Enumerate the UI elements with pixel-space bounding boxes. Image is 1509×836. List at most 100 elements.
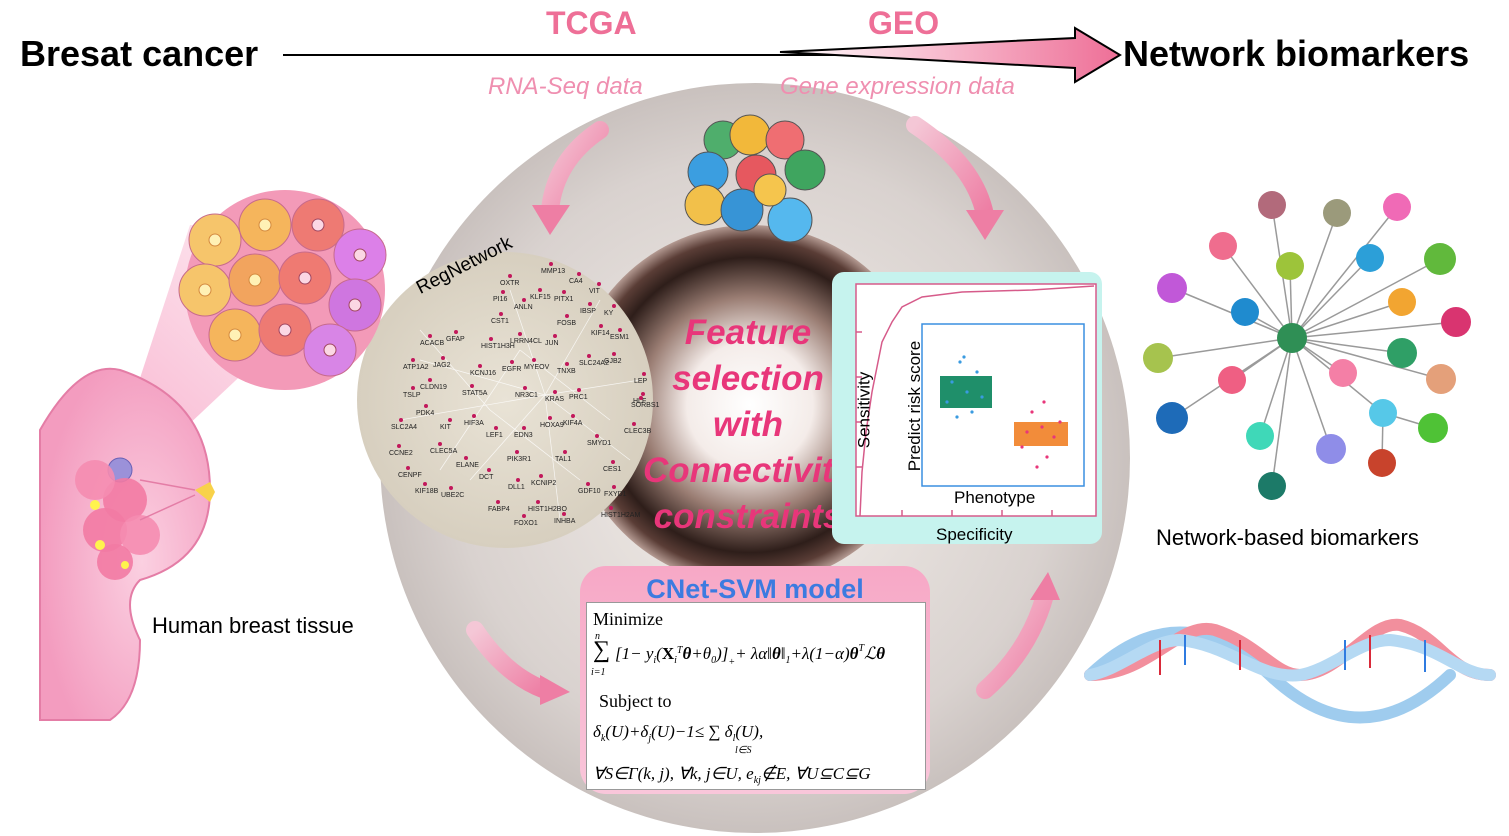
gene-node-dot: [639, 396, 643, 400]
gene-label: CCNE2: [389, 450, 413, 457]
gene-node-dot: [397, 444, 401, 448]
human-breast-tissue-label: Human breast tissue: [152, 613, 354, 638]
gene-node-dot: [478, 364, 482, 368]
svg-text:i=1: i=1: [591, 667, 606, 678]
gene-label: EGFR: [502, 366, 522, 373]
gene-label: PITX1: [554, 296, 574, 303]
feature-selection-text: Feature selection with Connectivity cons…: [628, 310, 868, 540]
gene-label: STAT5A: [462, 390, 488, 397]
svg-text:δk(U)+δj(U)−1≤ ∑ δl(U),: δk(U)+δj(U)−1≤ ∑ δl(U),: [593, 722, 763, 744]
gene-label: CLEC5A: [430, 448, 458, 455]
gene-node-dot: [438, 442, 442, 446]
gene-node-dot: [609, 506, 613, 510]
gene-label: PRC1: [569, 394, 588, 401]
gene-node-dot: [611, 460, 615, 464]
gene-node-dot: [641, 392, 645, 396]
gene-node-dot: [424, 404, 428, 408]
gene-node-dot: [588, 302, 592, 306]
gene-node-dot: [587, 354, 591, 358]
svg-text:∑: ∑: [593, 637, 610, 663]
svg-text:∀S∈Γ(k, j), ∀k, j∈U, ekj∉E, ∀U: ∀S∈Γ(k, j), ∀k, j∈U, ekj∉E, ∀U⊆C⊆G: [593, 764, 871, 786]
dna-helix: [1084, 618, 1496, 724]
gene-label: FOSB: [557, 320, 577, 327]
header-left-title: Bresat cancer: [20, 33, 259, 74]
gene-label: CLDN19: [420, 384, 447, 391]
gene-label: KY: [604, 310, 614, 317]
gene-label: ACACB: [420, 340, 445, 347]
gene-label: HIST1H3H: [481, 343, 515, 350]
gene-label: KLF15: [530, 294, 551, 301]
roc-plot: [855, 283, 1097, 517]
inner-xlabel: Phenotype: [954, 488, 1036, 507]
gene-label: KRAS: [545, 396, 565, 403]
gene-label: KIF4A: [563, 420, 583, 427]
formula-box: Minimize ∑ n i=1 [1− yi(XiTθ+θ0)]++ λα‖θ…: [586, 602, 926, 790]
gene-label: FOXO1: [514, 520, 538, 527]
gene-node-dot: [449, 486, 453, 490]
gene-label: CA4: [569, 278, 583, 285]
gene-node-dot: [538, 288, 542, 292]
gene-node-dot: [586, 482, 590, 486]
gene-node-dot: [562, 290, 566, 294]
gene-label: CES1: [603, 466, 622, 473]
gene-label: SLC24A2: [579, 360, 609, 367]
gene-node-dot: [549, 262, 553, 266]
svg-text:l∈S: l∈S: [735, 745, 752, 756]
gene-label: ELANE: [456, 462, 479, 469]
subject-to-label: Subject to: [599, 691, 672, 711]
feature-line-4: Connectivity: [642, 451, 854, 490]
gene-label: MMP13: [541, 268, 566, 275]
gene-node-dot: [508, 274, 512, 278]
gene-label: LEF1: [486, 432, 503, 439]
gene-label: INHBA: [554, 518, 576, 525]
svg-text:[1− yi(XiTθ+θ0)]++ λα‖θ‖1+λ(1−: [1− yi(XiTθ+θ0)]++ λα‖θ‖1+λ(1−α)θTℒθ: [615, 643, 885, 668]
gene-node-dot: [499, 312, 503, 316]
gene-node-dot: [411, 386, 415, 390]
header-arrow: [283, 26, 1122, 84]
constraint-formula: δk(U)+δj(U)−1≤ ∑ δl(U), l∈S ∀S∈Γ(k, j), …: [593, 722, 871, 786]
gene-node-dot: [489, 337, 493, 341]
gene-node-dot: [562, 512, 566, 516]
svg-text:n: n: [595, 631, 600, 642]
biomarker-network: [1143, 191, 1471, 500]
gene-node-dot: [539, 474, 543, 478]
gene-label: ATP1A2: [403, 364, 429, 371]
gene-label: KCNIP2: [531, 480, 557, 487]
objective-formula: ∑ n i=1 [1− yi(XiTθ+θ0)]++ λα‖θ‖1+λ(1−α)…: [591, 631, 885, 678]
network-biomarkers-label: Network-based biomarkers: [1156, 525, 1419, 550]
gene-label: GFAP: [446, 336, 465, 343]
roc-ylabel: Sensitivity: [854, 371, 874, 449]
gene-label: LEP: [634, 378, 648, 385]
gene-node-dot: [454, 330, 458, 334]
gene-label: CENPF: [398, 472, 422, 479]
source-tcga: TCGA: [546, 5, 637, 41]
gene-label: GJB2: [604, 358, 622, 365]
gene-label: HOXA9: [540, 422, 564, 429]
cnet-svm-model-panel: CNet-SVM model Minimize ∑ n i=1 [1− yi(X…: [580, 566, 930, 794]
gene-label: HIF3A: [464, 420, 484, 427]
gene-node-dot: [399, 418, 403, 422]
gene-node-dot: [516, 478, 520, 482]
gene-label: TAL1: [555, 456, 572, 463]
feature-line-1: Feature: [684, 313, 812, 352]
gene-label: PI16: [493, 296, 508, 303]
gene-label: KIF14: [591, 330, 610, 337]
gene-label: PDK4: [416, 410, 435, 417]
gene-node-dot: [553, 334, 557, 338]
gene-node-dot: [428, 378, 432, 382]
source-geo-subtitle: Gene expression data: [780, 73, 1015, 100]
gene-node-dot: [612, 352, 616, 356]
gene-node-dot: [565, 314, 569, 318]
feature-line-2: selection: [672, 359, 824, 398]
gene-label: FXYD1: [604, 491, 627, 498]
gene-node-dot: [518, 332, 522, 336]
feature-line-3: with: [713, 405, 783, 444]
roc-panel: Specificity Sensitivity Phenotype Predic…: [832, 272, 1102, 544]
gene-label: OXTR: [500, 280, 520, 287]
gene-label: HIST1H2BO: [528, 506, 567, 513]
roc-xlabel: Specificity: [936, 525, 1013, 544]
gene-node-dot: [618, 328, 622, 332]
header-right-title: Network biomarkers: [1123, 33, 1470, 74]
gene-label: GDF10: [578, 488, 601, 495]
gene-node-dot: [406, 466, 410, 470]
